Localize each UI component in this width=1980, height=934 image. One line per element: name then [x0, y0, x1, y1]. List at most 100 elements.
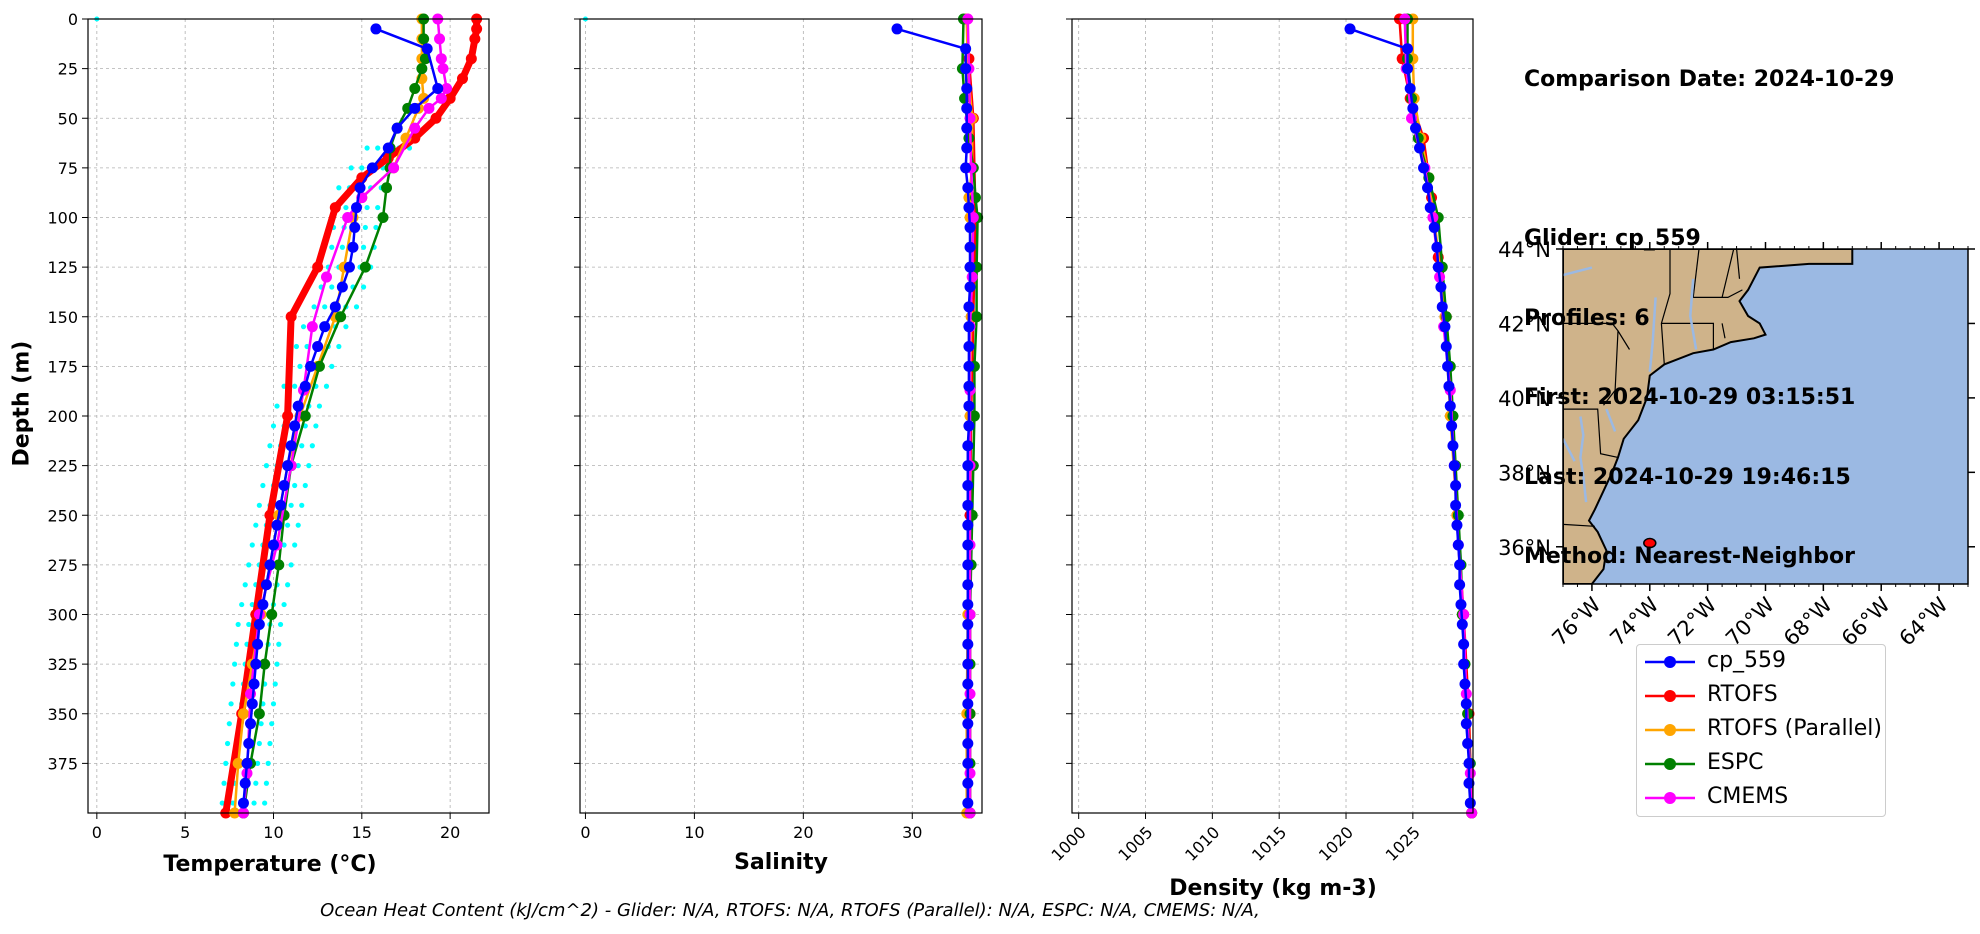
- glider-scatter-point: [285, 522, 291, 528]
- data-point: [962, 738, 974, 750]
- data-point: [444, 92, 456, 104]
- data-point: [971, 311, 983, 323]
- data-point: [1444, 400, 1456, 412]
- data-point: [1458, 638, 1470, 650]
- glider-scatter-point: [223, 760, 229, 766]
- data-point: [962, 499, 974, 511]
- data-point: [962, 460, 974, 472]
- series-line-cp-559: [1349, 27, 1472, 804]
- x-tick-label: 1000: [1048, 823, 1090, 865]
- glider-scatter-point: [348, 165, 354, 171]
- glider-scatter-point: [235, 621, 241, 628]
- glider-scatter-point: [251, 800, 257, 806]
- data-point: [963, 420, 975, 432]
- data-point: [237, 797, 249, 809]
- legend-label: cp_559: [1707, 648, 1787, 673]
- map-land: [1563, 249, 1854, 584]
- data-point: [306, 321, 318, 333]
- data-point: [962, 797, 974, 809]
- data-point: [1458, 609, 1470, 620]
- state-border: [1661, 322, 1715, 350]
- glider-scatter-point: [263, 463, 270, 469]
- data-point: [282, 460, 294, 472]
- data-point: [409, 82, 421, 94]
- state-border: [1736, 249, 1741, 279]
- data-point: [962, 579, 974, 591]
- glider-scatter-point: [265, 760, 271, 766]
- data-point: [418, 33, 430, 45]
- glider-scatter-point: [219, 800, 225, 806]
- glider-scatter-point: [242, 582, 248, 588]
- glider-scatter-point: [263, 780, 270, 786]
- glider-scatter-point: [322, 304, 328, 310]
- data-point: [1432, 261, 1444, 273]
- y-tick-label: 25: [58, 60, 78, 79]
- data-point: [966, 271, 978, 283]
- glider-scatter-point: [239, 601, 245, 608]
- glider-scatter-point: [274, 403, 280, 409]
- state-border: [1721, 249, 1735, 298]
- glider-scatter-point: [299, 443, 305, 449]
- data-point: [1460, 718, 1472, 730]
- data-point: [388, 162, 400, 174]
- glider-scatter-point: [336, 185, 342, 191]
- x-tick-label: 1010: [1181, 823, 1223, 865]
- data-point: [1443, 380, 1455, 392]
- data-point: [968, 410, 980, 422]
- data-point: [962, 718, 974, 730]
- state-border: [1563, 408, 1619, 458]
- data-point: [271, 519, 283, 531]
- x-tick-label: 15: [352, 823, 372, 842]
- data-point: [1462, 738, 1474, 750]
- glider-scatter-point: [253, 780, 259, 786]
- glider-scatter-point: [253, 522, 259, 528]
- x-tick-label: 20: [440, 823, 460, 842]
- river: [1605, 408, 1617, 432]
- glider-scatter-point: [343, 204, 349, 211]
- legend-item-rtofs: RTOFS: [1637, 679, 1885, 713]
- lon-tick-label: 76°W: [1547, 592, 1605, 650]
- glider-scatter-point: [254, 760, 261, 766]
- data-point: [962, 440, 974, 452]
- method: Method: Nearest-Neighbor: [1524, 544, 1855, 569]
- temperature-axis-label: Temperature (°C): [163, 852, 377, 877]
- data-point: [963, 380, 975, 392]
- glider-scatter-point: [339, 244, 345, 250]
- lat-tick-label: 44°N: [1498, 238, 1551, 262]
- river: [1563, 266, 1593, 277]
- y-tick-label: 225: [47, 457, 78, 476]
- data-point: [964, 261, 976, 273]
- x-tick-label: 5: [180, 823, 190, 842]
- lat-tick-label: 38°N: [1498, 461, 1551, 485]
- data-point: [437, 63, 449, 75]
- y-tick-label: 325: [47, 655, 78, 674]
- data-point: [961, 142, 973, 154]
- data-point: [409, 122, 421, 134]
- y-tick-label: 0: [68, 10, 78, 29]
- data-point: [1440, 341, 1452, 353]
- density-axis-label: Density (kg m-3): [1169, 876, 1377, 901]
- data-point: [359, 261, 371, 273]
- data-point: [423, 102, 435, 114]
- glider-scatter-point: [360, 244, 367, 250]
- data-point: [1464, 797, 1476, 809]
- data-point: [430, 112, 442, 124]
- glider-scatter-point: [306, 463, 312, 469]
- glider-scatter-point: [267, 740, 273, 747]
- data-point: [963, 132, 975, 144]
- y-tick-label: 75: [58, 159, 78, 178]
- data-point: [1447, 440, 1459, 452]
- data-point: [962, 658, 974, 670]
- data-point: [278, 479, 290, 491]
- data-point: [312, 341, 324, 353]
- data-point: [962, 678, 974, 690]
- panel-0: 0 5 10 15 2002550751001251501752002252502753…: [47, 10, 490, 842]
- glider-scatter-point: [260, 482, 266, 489]
- glider-scatter-point: [302, 482, 308, 489]
- glider-scatter-point: [292, 542, 298, 548]
- x-tick-label: 1025: [1382, 823, 1424, 865]
- glider-scatter-point: [329, 284, 335, 290]
- y-tick-label: 250: [47, 506, 78, 525]
- legend-label: RTOFS: [1707, 682, 1778, 707]
- legend-label: CMEMS: [1707, 784, 1789, 809]
